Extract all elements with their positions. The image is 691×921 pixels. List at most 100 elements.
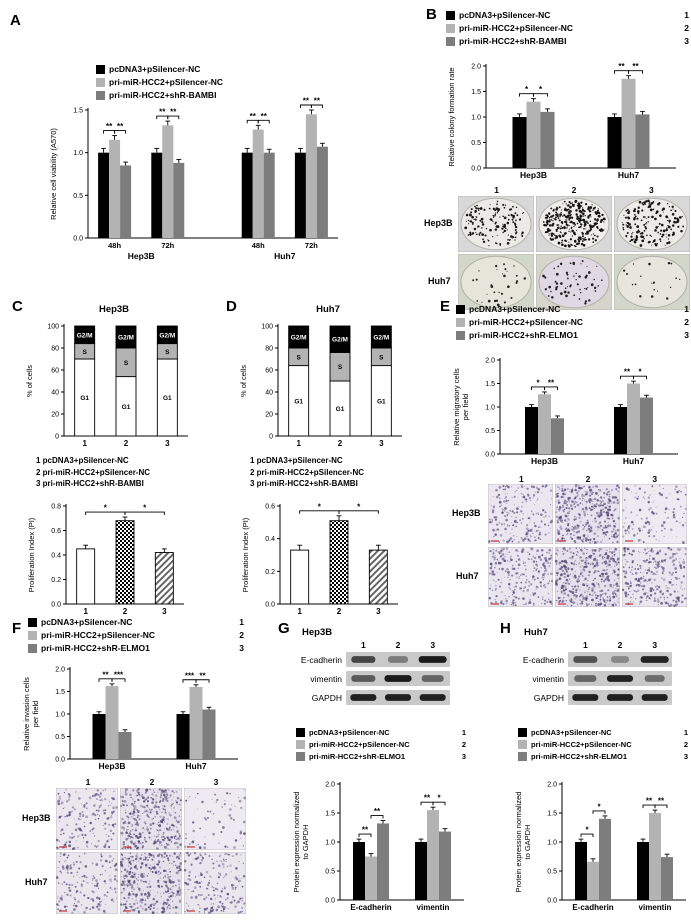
panel-f-label: F: [12, 620, 22, 637]
bar: [640, 397, 653, 454]
bar: [173, 162, 185, 238]
legend-number: 1: [683, 728, 688, 737]
bar: [105, 686, 119, 759]
svg-text:% of cells: % of cells: [25, 365, 34, 397]
svg-text:Hep3B: Hep3B: [99, 761, 126, 771]
svg-text:**: **: [658, 797, 665, 806]
panel-h-chart: 0.0 0.5 1.0 1.5 2.0 Protein expression normal…: [514, 782, 686, 912]
svg-text:0: 0: [55, 434, 59, 441]
condition-list-item: 2 pri-miR-HCC2+pSilencer-NC: [250, 467, 365, 477]
svg-text:Huh7: Huh7: [185, 761, 207, 771]
blot-row: GAPDH: [506, 690, 678, 705]
svg-text:G1: G1: [80, 395, 89, 402]
blot-strip: [346, 690, 450, 705]
legend-label: pcDNA3+pSilencer-NC: [109, 64, 201, 74]
svg-text:*: *: [585, 826, 589, 835]
panel-e-image-row-huh7: [488, 547, 687, 607]
svg-text:0.5: 0.5: [547, 869, 557, 876]
blot-lane-number: 2: [617, 640, 623, 650]
svg-text:0.0: 0.0: [73, 236, 83, 243]
legend-number: 3: [239, 643, 244, 653]
legend-entry: pri-miR-HCC2+pSilencer-NC 2: [518, 740, 688, 749]
stacked-segment: [288, 325, 310, 349]
legend-label: pri-miR-HCC2+shR-ELMO1: [469, 330, 578, 340]
legend-swatch: [28, 617, 37, 627]
svg-text:0.5: 0.5: [325, 869, 335, 876]
panel-b-image-row-hep3b: [458, 196, 690, 252]
legend-entry: pcDNA3+pSilencer-NC 1: [296, 728, 466, 737]
svg-text:Relative migratory cells: Relative migratory cells: [452, 368, 461, 446]
legend-number: 3: [683, 752, 688, 761]
column-number: 1: [518, 474, 524, 484]
svg-text:Hep3B: Hep3B: [128, 251, 155, 261]
column-number: 1: [85, 777, 91, 787]
blot-lane-number: 2: [395, 640, 401, 650]
bar: [599, 818, 611, 900]
svg-text:Huh7: Huh7: [623, 456, 645, 466]
bar: [661, 857, 673, 900]
panel-d-title: Huh7: [316, 304, 340, 315]
bar: [290, 549, 310, 605]
legend-label: pri-miR-HCC2+pSilencer-NC: [459, 23, 574, 33]
blot-lane-numbers: 1 2 3: [346, 640, 450, 650]
svg-text:*: *: [357, 502, 361, 511]
svg-text:40: 40: [265, 390, 273, 397]
bar: [575, 842, 587, 900]
legend-label: pcDNA3+pSilencer-NC: [41, 617, 133, 627]
cell-stain-image: [56, 852, 118, 914]
legend-entry: pri-miR-HCC2+shR-BAMBI 3: [446, 36, 689, 46]
bar: [415, 842, 427, 900]
svg-text:1.0: 1.0: [325, 840, 335, 847]
bar: [92, 714, 106, 759]
svg-text:G2/M: G2/M: [159, 332, 175, 339]
svg-text:60: 60: [51, 368, 59, 375]
panel-f-row-label-huh7: Huh7: [25, 877, 48, 887]
stacked-segment: [329, 325, 351, 353]
svg-text:60: 60: [265, 368, 273, 375]
svg-text:**: **: [618, 62, 625, 71]
svg-text:0.6: 0.6: [51, 528, 61, 535]
bar: [162, 125, 174, 238]
panel-d-pi-chart: 0.0 0.2 0.4 0.6 Proliferation Index (PI) 1 2 3 *…: [241, 502, 398, 616]
svg-text:0: 0: [269, 434, 273, 441]
bar: [176, 714, 190, 759]
svg-text:1.5: 1.5: [325, 811, 335, 818]
panel-g-western-blot: 1 2 3 E-cadherin vimentin GAPDH: [284, 640, 456, 709]
legend-swatch: [296, 752, 305, 761]
bar: [368, 549, 388, 605]
legend-label: pcDNA3+pSilencer-NC: [531, 728, 612, 737]
legend-swatch: [518, 728, 527, 737]
svg-text:**: **: [102, 670, 109, 679]
cell-stain-image: [622, 547, 687, 607]
bar: [189, 687, 203, 759]
bar: [252, 129, 264, 238]
panel-c-pi-chart: 0.0 0.2 0.4 0.6 0.8 Proliferation Index (PI) 1…: [27, 504, 184, 616]
svg-text:**: **: [199, 671, 206, 680]
bar: [637, 842, 649, 900]
svg-text:Hep3B: Hep3B: [531, 456, 558, 466]
svg-text:S: S: [379, 354, 384, 361]
svg-text:1: 1: [296, 439, 301, 448]
panel-e-legend: pcDNA3+pSilencer-NC 1 pri-miR-HCC2+pSilenc…: [456, 304, 689, 340]
svg-text:48h: 48h: [252, 241, 265, 250]
panel-d-cell-cycle-chart: 0 20 40 60 80 100 % of cells G1 S G2/M 1 G1 S G2/M 2 G1…: [239, 324, 402, 448]
blot-row-label: vimentin: [310, 673, 342, 684]
svg-text:**: **: [314, 97, 321, 106]
legend-label: pcDNA3+pSilencer-NC: [309, 728, 390, 737]
svg-text:1.5: 1.5: [55, 689, 65, 696]
svg-text:20: 20: [265, 412, 273, 419]
svg-text:Huh7: Huh7: [274, 251, 296, 261]
svg-text:20: 20: [51, 412, 59, 419]
column-number: 2: [149, 777, 155, 787]
svg-text:0.5: 0.5: [55, 734, 65, 741]
legend-label: pri-miR-HCC2+pSilencer-NC: [309, 740, 410, 749]
panel-d-label: D: [226, 298, 237, 315]
column-number: 2: [585, 474, 591, 484]
svg-text:Protein expression normalized: Protein expression normalized: [514, 792, 523, 893]
bar: [439, 831, 451, 900]
bar: [627, 383, 640, 454]
panel-g-chart: 0.0 0.5 1.0 1.5 2.0 Protein expression normal…: [292, 782, 464, 912]
legend-entry: pri-miR-HCC2+shR-BAMBI: [96, 90, 301, 100]
bar: [365, 856, 377, 900]
legend-entry: pri-miR-HCC2+pSilencer-NC 2: [296, 740, 466, 749]
